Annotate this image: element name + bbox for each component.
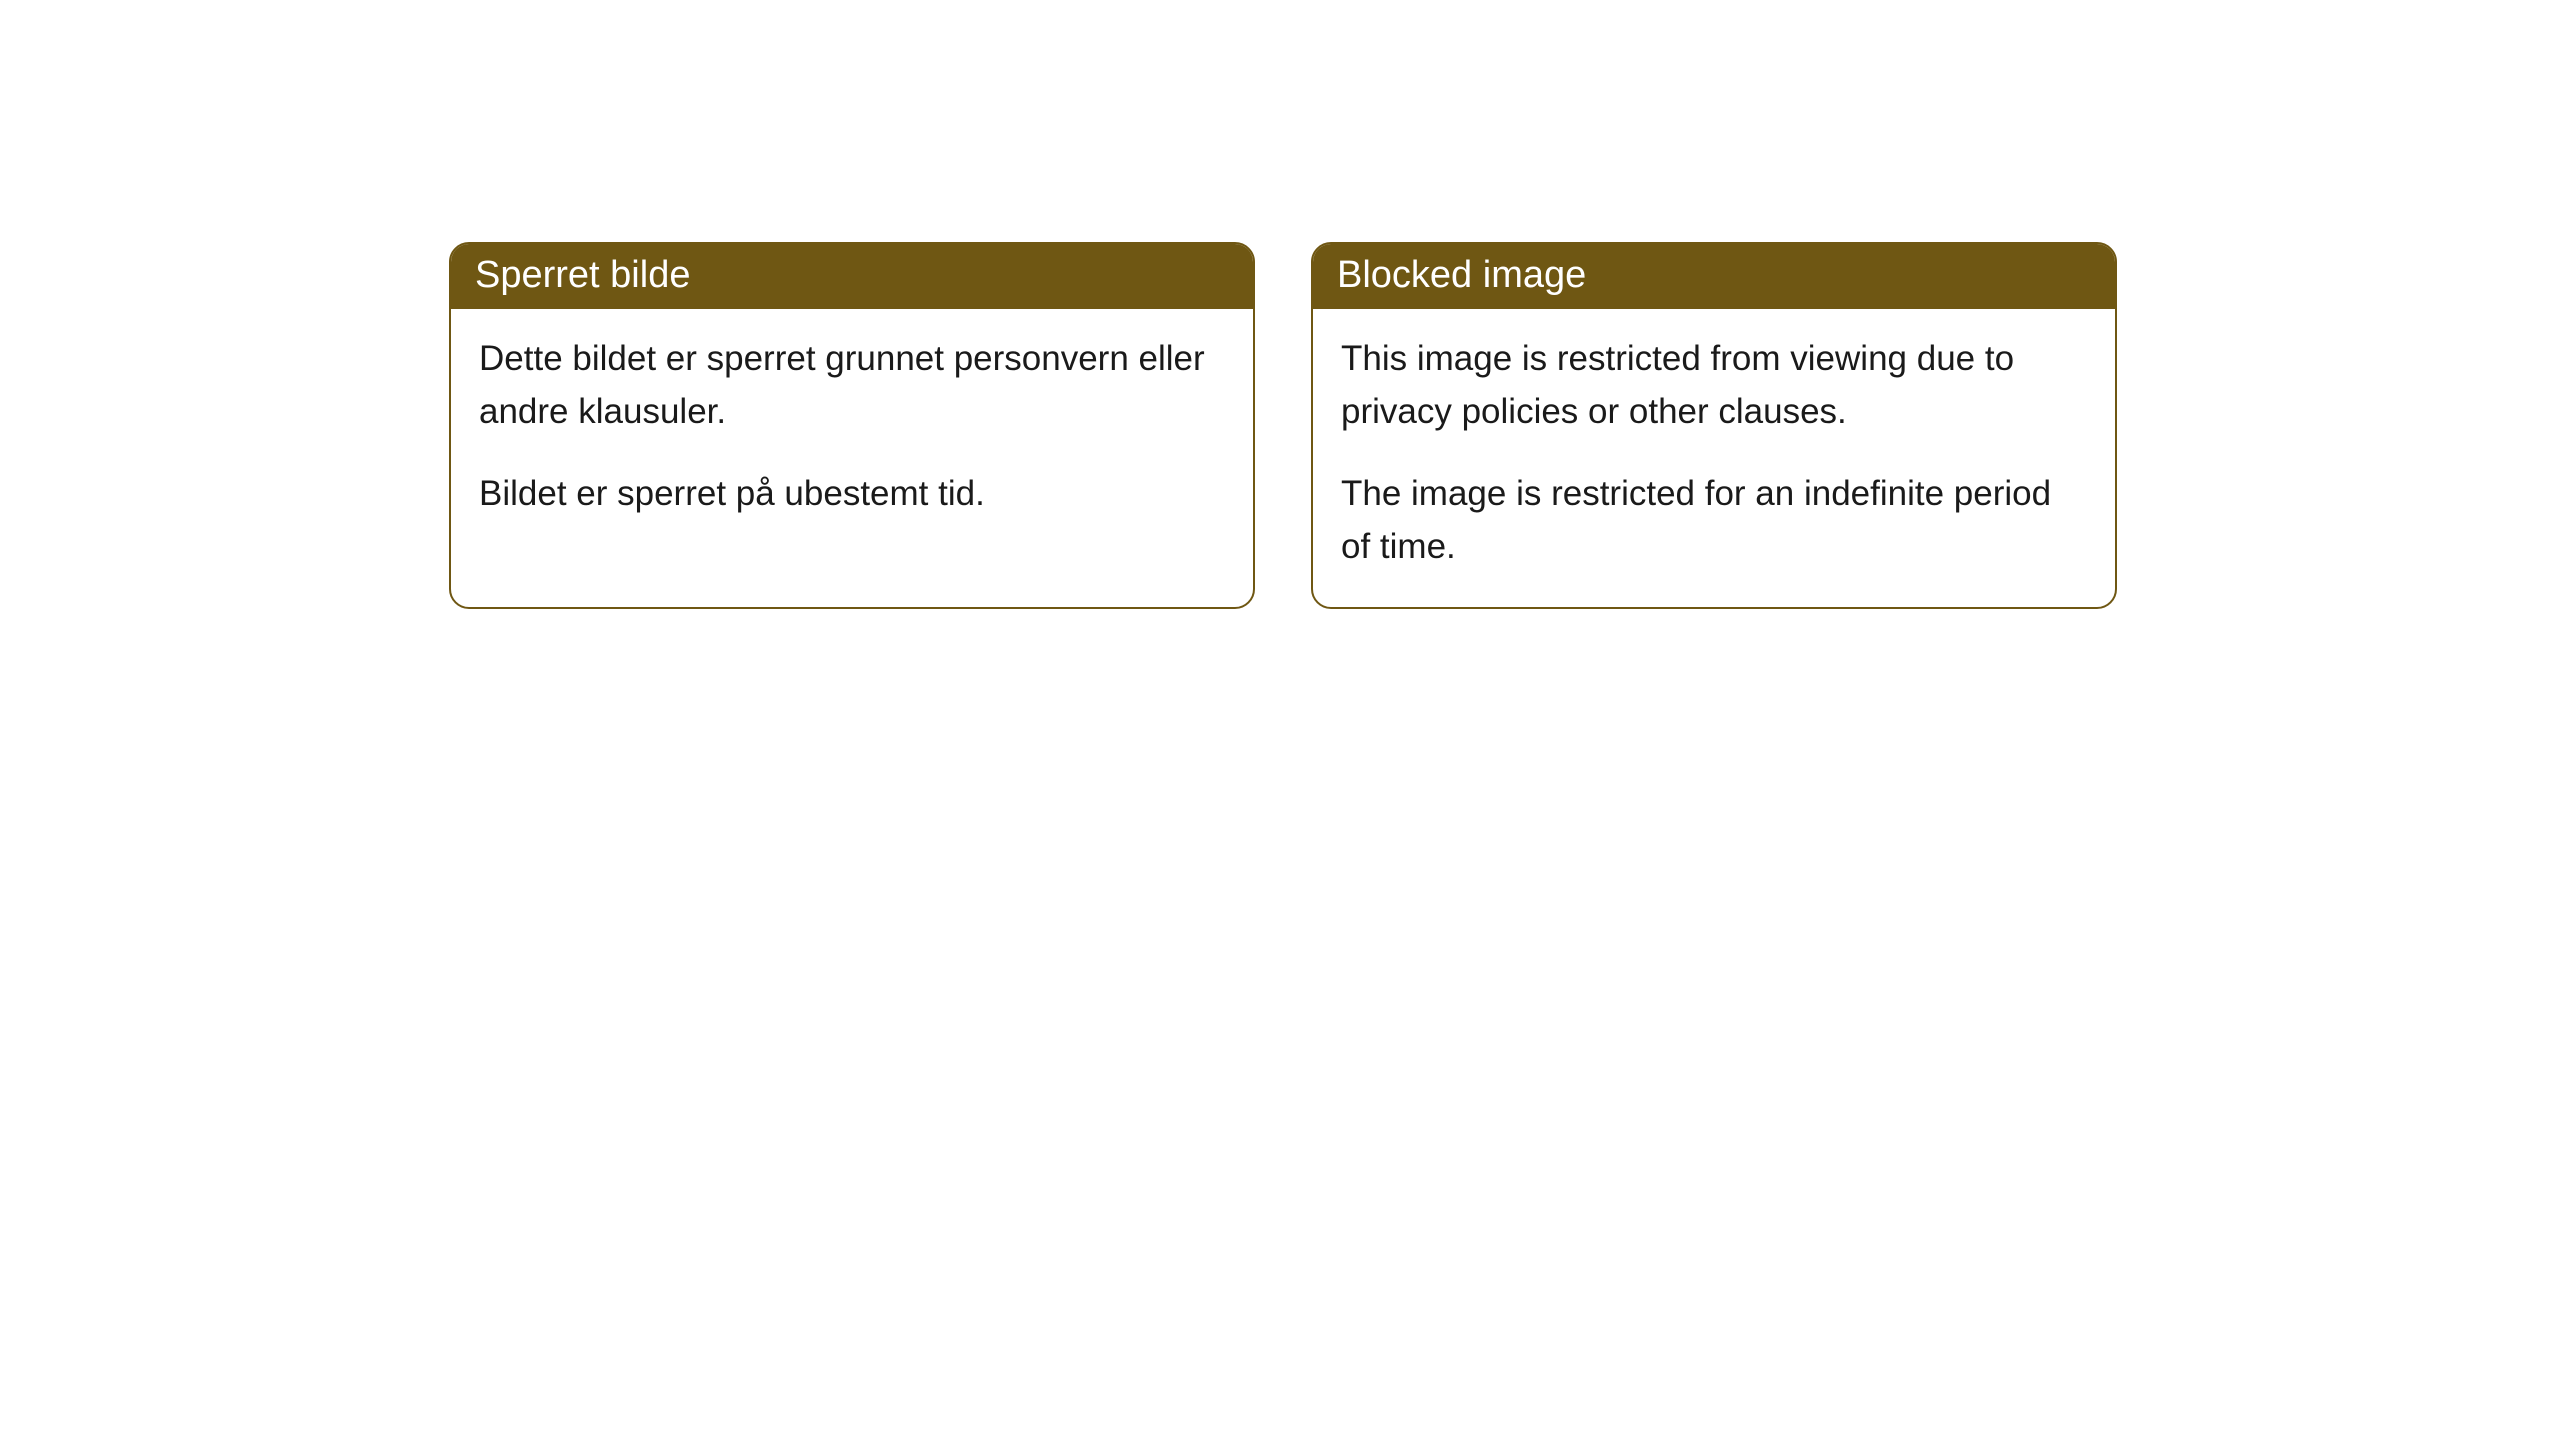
card-paragraph-2: The image is restricted for an indefinit… <box>1341 468 2087 573</box>
card-paragraph-1: This image is restricted from viewing du… <box>1341 333 2087 438</box>
blocked-image-card-norwegian: Sperret bilde Dette bildet er sperret gr… <box>449 242 1255 609</box>
card-paragraph-2: Bildet er sperret på ubestemt tid. <box>479 468 1225 521</box>
card-paragraph-1: Dette bildet er sperret grunnet personve… <box>479 333 1225 438</box>
card-title: Blocked image <box>1313 244 2115 309</box>
card-body: This image is restricted from viewing du… <box>1313 309 2115 607</box>
blocked-image-card-english: Blocked image This image is restricted f… <box>1311 242 2117 609</box>
card-title: Sperret bilde <box>451 244 1253 309</box>
notice-container: Sperret bilde Dette bildet er sperret gr… <box>0 0 2560 609</box>
card-body: Dette bildet er sperret grunnet personve… <box>451 309 1253 555</box>
